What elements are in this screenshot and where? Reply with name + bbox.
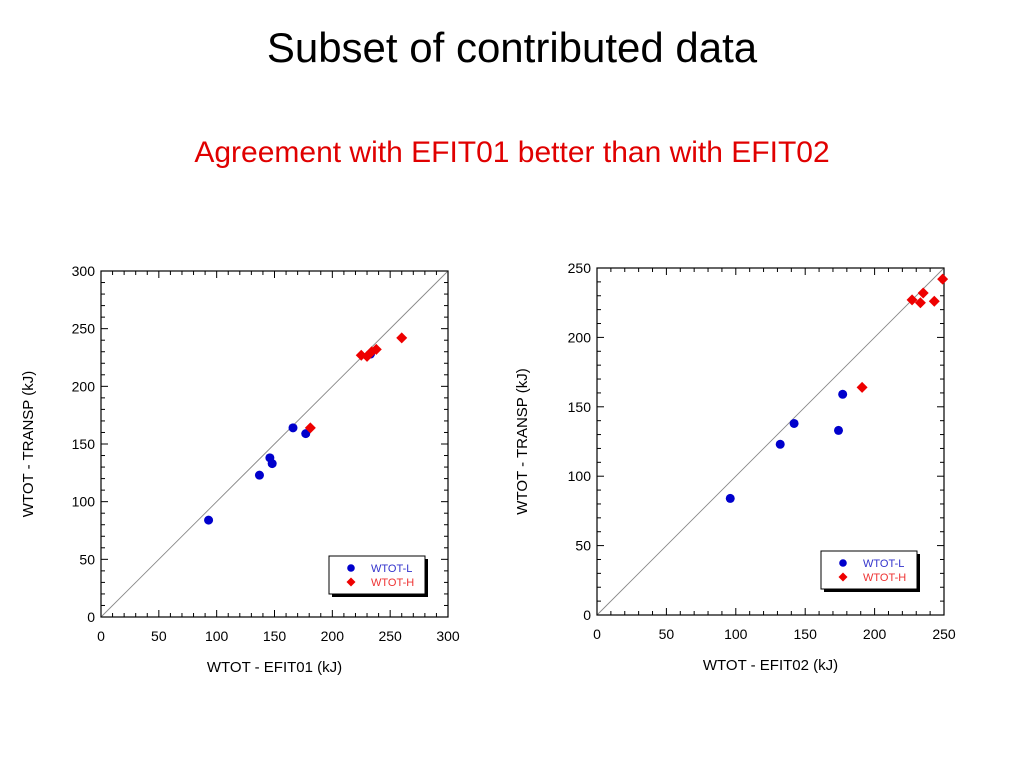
legend-label: WTOT-L — [371, 563, 412, 575]
data-point-wtot-l — [267, 459, 277, 469]
data-point-wtot-h — [937, 273, 949, 285]
data-point-wtot-l — [789, 418, 799, 428]
plot-frame — [596, 267, 945, 616]
y-axis-label: WTOT - TRANSP (kJ) — [514, 368, 531, 514]
x-tick-label: 200 — [321, 628, 345, 644]
x-tick-label: 250 — [378, 628, 402, 644]
slide-subtitle: Agreement with EFIT01 better than with E… — [194, 136, 830, 169]
y-tick-label: 150 — [72, 436, 96, 452]
data-point-wtot-l — [775, 439, 785, 449]
y-axis-label: WTOT - TRANSP (kJ) — [20, 371, 37, 517]
legend-marker-wtot-h — [838, 572, 848, 582]
y-tick-label: 50 — [575, 538, 591, 554]
identity-line — [100, 270, 449, 618]
x-tick-label: 150 — [794, 626, 818, 642]
data-point-wtot-h — [906, 294, 918, 306]
x-tick-label: 100 — [724, 626, 748, 642]
data-point-wtot-h — [856, 381, 868, 393]
x-tick-label: 0 — [97, 628, 105, 644]
x-tick-label: 200 — [863, 626, 887, 642]
data-point-wtot-l — [301, 429, 311, 439]
x-axis-label: WTOT - EFIT01 (kJ) — [207, 659, 342, 676]
legend-box — [328, 555, 426, 595]
y-tick-label: 100 — [568, 468, 592, 484]
x-tick-label: 100 — [205, 628, 229, 644]
y-tick-label: 300 — [72, 263, 96, 279]
legend-box — [820, 550, 918, 590]
data-point-wtot-h — [370, 343, 382, 355]
legend-marker-wtot-h — [346, 577, 356, 587]
slide-title: Subset of contributed data — [266, 24, 758, 71]
data-point-wtot-l — [204, 515, 214, 525]
legend-label: WTOT-L — [863, 558, 904, 570]
data-point-wtot-l — [834, 425, 844, 435]
legend-label: WTOT-H — [371, 577, 414, 589]
legend-marker-wtot-l — [347, 564, 355, 572]
y-tick-label: 0 — [87, 609, 95, 625]
data-point-wtot-h — [304, 422, 316, 434]
y-tick-label: 150 — [568, 399, 592, 415]
data-point-wtot-h — [928, 295, 940, 307]
x-tick-label: 150 — [263, 628, 287, 644]
legend-label: WTOT-H — [863, 572, 906, 584]
identity-line — [596, 267, 945, 616]
y-tick-label: 100 — [72, 494, 96, 510]
data-point-wtot-l — [288, 423, 298, 433]
legend-marker-wtot-l — [839, 559, 847, 567]
y-tick-label: 200 — [72, 378, 96, 394]
data-point-wtot-l — [838, 389, 848, 399]
data-point-wtot-h — [396, 332, 408, 344]
data-point-wtot-h — [917, 287, 929, 299]
x-axis-label: WTOT - EFIT02 (kJ) — [703, 657, 838, 674]
data-point-wtot-h — [914, 297, 926, 309]
y-tick-label: 50 — [79, 551, 95, 567]
data-point-wtot-l — [725, 493, 735, 503]
x-tick-label: 250 — [932, 626, 956, 642]
x-tick-label: 300 — [436, 628, 460, 644]
y-tick-label: 250 — [568, 260, 592, 276]
x-tick-label: 50 — [659, 626, 675, 642]
x-tick-label: 0 — [593, 626, 601, 642]
y-tick-label: 200 — [568, 329, 592, 345]
y-tick-label: 250 — [72, 321, 96, 337]
x-tick-label: 50 — [151, 628, 167, 644]
y-tick-label: 0 — [583, 607, 591, 623]
data-point-wtot-l — [254, 470, 264, 480]
